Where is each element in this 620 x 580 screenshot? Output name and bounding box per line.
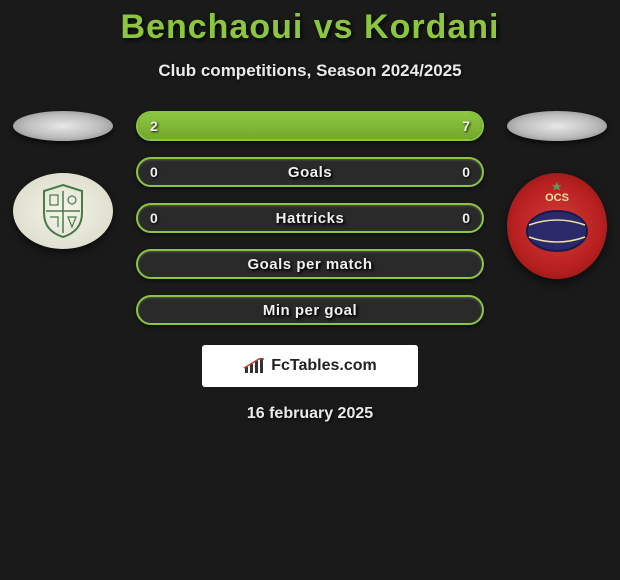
stat-value-right: 0	[462, 164, 470, 180]
left-column	[8, 111, 118, 249]
club-badge-icon: OCS	[507, 173, 607, 279]
stat-value-left: 2	[150, 118, 158, 134]
stat-label: Min per goal	[263, 302, 357, 319]
svg-text:OCS: OCS	[545, 192, 569, 204]
stat-bar: 0 Hattricks 0	[136, 203, 484, 233]
stat-value-right: 7	[462, 118, 470, 134]
stat-bar: Min per goal	[136, 295, 484, 325]
stat-bar: Goals per match	[136, 249, 484, 279]
shield-icon	[40, 183, 86, 239]
stat-bar: 0 Goals 0	[136, 157, 484, 187]
stat-label: Hattricks	[276, 210, 345, 227]
page-title: Benchaoui vs Kordani	[0, 8, 620, 47]
stat-value-right: 0	[462, 210, 470, 226]
date-line: 16 february 2025	[0, 405, 620, 423]
player-right-ellipse	[507, 111, 607, 141]
brand-box[interactable]: FcTables.com	[202, 345, 418, 387]
main-row: 2Matches7 0 Goals 0 0 Hattricks 0 Goals per mat…	[0, 111, 620, 341]
subtitle: Club competitions, Season 2024/2025	[0, 61, 620, 81]
stat-label: Goals per match	[247, 256, 372, 273]
chart-icon	[243, 357, 265, 375]
stat-label: Goals	[288, 164, 332, 181]
stat-value-left: 0	[150, 164, 158, 180]
right-column: OCS	[502, 111, 612, 279]
stat-bar: 2Matches7	[136, 111, 484, 141]
brand-label: FcTables.com	[271, 357, 377, 375]
player-left-ellipse	[13, 111, 113, 141]
stat-value-left: 0	[150, 210, 158, 226]
stat-fill-right	[214, 113, 482, 139]
infographic-root: Benchaoui vs Kordani Club competitions, …	[0, 0, 620, 423]
club-logo-right: OCS	[507, 173, 607, 279]
club-logo-left	[13, 173, 113, 249]
stats-column: 2Matches7 0 Goals 0 0 Hattricks 0 Goals per mat…	[118, 111, 502, 341]
